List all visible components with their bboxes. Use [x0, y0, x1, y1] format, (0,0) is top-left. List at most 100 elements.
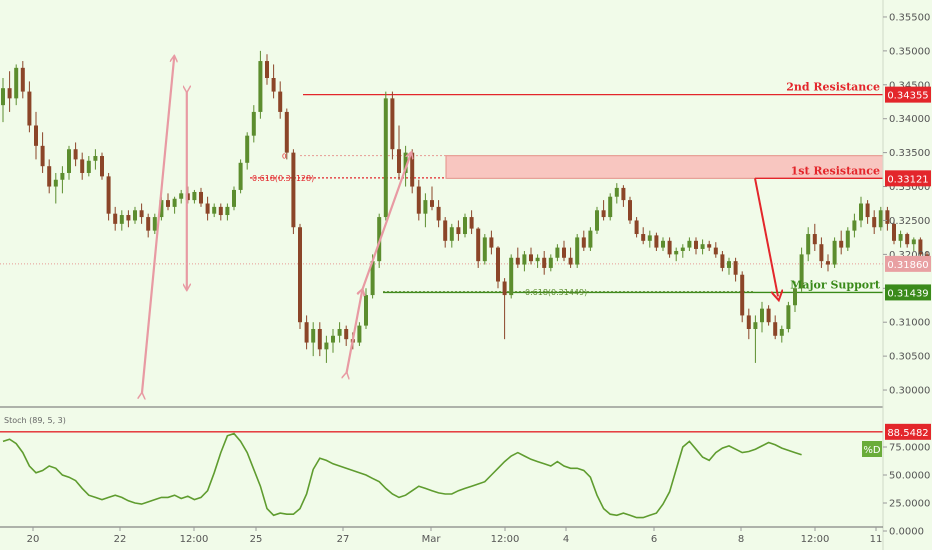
candle-body	[80, 159, 85, 173]
candle-body	[337, 328, 342, 336]
candle-body	[476, 228, 481, 262]
candle-body	[60, 172, 65, 180]
candle-body	[67, 149, 71, 173]
time-tick-label: 27	[337, 534, 350, 545]
candle-body	[509, 257, 514, 296]
time-tick-label: 12:00	[180, 534, 209, 545]
candle-body	[34, 125, 38, 146]
fib-label-resistance: 0.618(0.33128)	[252, 174, 314, 183]
projection-arrow	[754, 178, 778, 296]
time-tick-label: 20	[27, 534, 40, 545]
candle-body	[364, 295, 368, 326]
candle-body	[278, 91, 283, 112]
candle-body	[225, 206, 230, 216]
stoch-axis: 75.0000 50.0000 25.0000 0.0000 88.5482	[883, 423, 931, 538]
candle-body	[674, 250, 679, 255]
candle-body	[496, 247, 500, 282]
candle-body	[199, 191, 203, 204]
price-tick-label: 0.33500	[889, 148, 930, 159]
candle-body	[271, 78, 276, 92]
candle-body	[463, 217, 467, 235]
candle-body	[647, 235, 652, 241]
swing-arrow	[362, 153, 411, 290]
candle-body	[608, 196, 613, 218]
candle-body	[779, 328, 784, 336]
candle-body	[331, 335, 335, 343]
candle-body	[502, 281, 507, 296]
candle-body	[601, 210, 606, 218]
candle-body	[911, 239, 916, 245]
candle-body	[667, 240, 672, 255]
price-tick-label: 0.35000	[889, 46, 930, 57]
candle-body	[872, 217, 877, 228]
candle-body	[905, 234, 910, 245]
candle-body	[265, 61, 269, 79]
candle-body	[133, 210, 137, 221]
candle-body	[113, 213, 118, 224]
price-tag	[885, 170, 931, 187]
stoch-legend-badge	[862, 441, 882, 457]
price-tag	[885, 86, 931, 103]
candle-body	[73, 149, 78, 160]
candle-body	[291, 152, 296, 228]
stoch-level-tag	[885, 423, 931, 440]
candle-body	[489, 237, 494, 248]
candle-body	[469, 217, 474, 229]
candle-body	[760, 308, 764, 323]
price-axis: 0.35500 0.35000 0.34500 0.34000 0.33500 0.330…	[882, 0, 931, 550]
candle-body	[119, 215, 124, 224]
time-tick-label: 22	[114, 534, 127, 545]
candle-body	[707, 244, 712, 248]
candle-body	[410, 152, 415, 187]
candle-body	[416, 186, 421, 214]
horizontal-levels	[303, 93, 883, 294]
candle-body	[423, 200, 428, 214]
price-tick-label: 0.32000	[889, 250, 930, 261]
candle-body	[687, 240, 692, 248]
price-tick-label: 0.30500	[889, 352, 930, 363]
candle-body	[311, 328, 316, 343]
candle-body	[218, 206, 223, 216]
candle-body	[232, 189, 236, 207]
stoch-level-label: 88.5482	[887, 428, 928, 439]
stoch-indicator-label[interactable]: Stoch (89, 5, 3)	[4, 416, 66, 425]
price-tick-label: 0.30000	[889, 386, 930, 397]
time-tick-label: 4	[563, 534, 569, 545]
candle-body	[641, 234, 646, 241]
time-tick-label: 12:00	[491, 534, 520, 545]
time-tick-label: 11	[870, 534, 883, 545]
swing-arrow	[142, 56, 174, 393]
candle-body	[298, 227, 302, 323]
candle-body	[324, 342, 329, 350]
candle-body	[436, 206, 441, 221]
time-tick-label: 12:00	[801, 534, 830, 545]
candle-body	[713, 247, 718, 255]
candle-body	[918, 239, 923, 255]
candle-body	[344, 328, 349, 340]
candle-body	[397, 149, 401, 173]
time-tick-label: 25	[250, 534, 263, 545]
candle-body	[852, 220, 857, 231]
candle-body	[126, 215, 131, 221]
candle-body	[562, 247, 566, 258]
price-tick-label: 0.34000	[889, 114, 930, 125]
candle-body	[357, 325, 362, 343]
stoch-tick-label: 75.0000	[889, 443, 930, 454]
candle-body	[251, 111, 256, 136]
candle-body	[614, 187, 619, 197]
stoch-line	[2, 432, 802, 519]
candle-body	[390, 98, 395, 150]
price-tag-label: 0.31439	[887, 288, 928, 299]
candle-body	[47, 166, 52, 187]
candle-body	[581, 237, 586, 248]
candle-body	[733, 261, 738, 275]
candle-body	[720, 254, 725, 268]
candle-body	[839, 240, 844, 248]
candle-body	[555, 247, 560, 258]
price-tick-label: 0.34500	[889, 80, 930, 91]
price-tag-label: 0.31860	[887, 260, 928, 271]
candle-body	[595, 210, 599, 231]
swing-arrows	[142, 56, 411, 393]
candle-body	[694, 240, 698, 249]
candle-body	[258, 61, 263, 112]
